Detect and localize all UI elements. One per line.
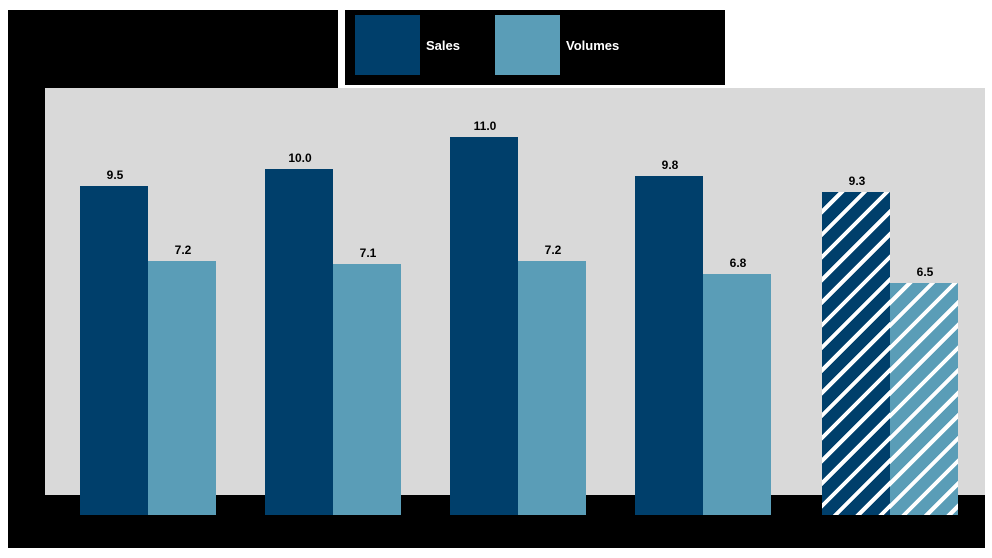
bar-volumes-4 <box>890 283 958 515</box>
bar-volumes-1 <box>333 263 401 515</box>
bar-sales-3 <box>635 175 703 515</box>
bar-value-label: 9.8 <box>661 157 679 172</box>
bar-value-label: 7.1 <box>359 245 377 260</box>
bar-value-label: 9.3 <box>848 174 866 189</box>
legend-label-sales: Sales <box>426 37 460 53</box>
bar-value-label: 6.8 <box>729 255 747 270</box>
bar-value-label: 7.2 <box>544 242 562 257</box>
legend-item-volumes: Volumes <box>495 10 619 80</box>
title-block <box>8 10 338 90</box>
bar-sales-2 <box>450 136 518 515</box>
bar-value-label: 6.5 <box>916 265 934 280</box>
bar-sales-0 <box>80 185 148 515</box>
bar-sales-1 <box>265 169 333 515</box>
bar-value-label: 9.5 <box>106 167 124 182</box>
legend-label-volumes: Volumes <box>566 37 620 53</box>
legend-swatch-sales <box>355 15 420 75</box>
legend-swatch-volumes <box>495 15 560 75</box>
bar-value-label: 10.0 <box>288 151 312 166</box>
bar-value-label: 11.0 <box>473 118 497 133</box>
bar-value-label: 7.2 <box>174 242 192 257</box>
bar-sales-4 <box>822 192 890 515</box>
legend: Sales Volumes <box>345 10 725 85</box>
bar-volumes-2 <box>518 260 586 515</box>
legend-item-sales: Sales <box>355 10 460 80</box>
bar-volumes-3 <box>703 273 771 515</box>
bar-volumes-0 <box>148 260 216 515</box>
